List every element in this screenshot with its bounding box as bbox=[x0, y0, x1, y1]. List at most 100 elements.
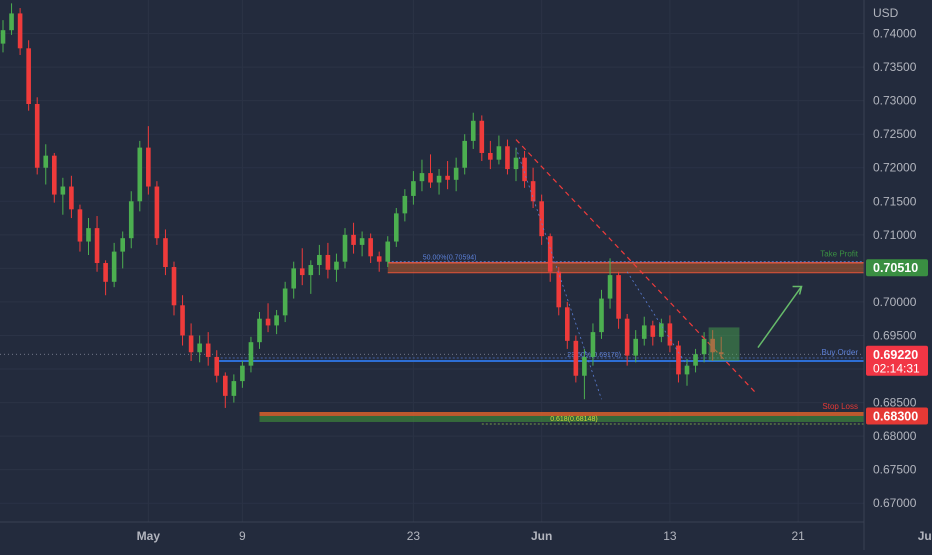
candle[interactable] bbox=[693, 348, 698, 373]
candle[interactable] bbox=[9, 3, 14, 35]
candle[interactable] bbox=[223, 372, 228, 408]
candle[interactable] bbox=[60, 177, 66, 215]
candle[interactable] bbox=[616, 271, 621, 329]
candle[interactable] bbox=[547, 233, 553, 282]
candle[interactable] bbox=[650, 320, 656, 346]
candle[interactable] bbox=[411, 171, 416, 205]
candle[interactable] bbox=[718, 336, 724, 359]
candle[interactable] bbox=[274, 309, 279, 335]
candle[interactable] bbox=[43, 144, 49, 185]
candle[interactable] bbox=[163, 229, 168, 276]
candle[interactable] bbox=[590, 323, 596, 366]
candle-body bbox=[599, 298, 604, 333]
candle[interactable] bbox=[111, 242, 117, 288]
candle[interactable] bbox=[376, 251, 382, 272]
candle[interactable] bbox=[436, 169, 442, 195]
candle[interactable] bbox=[69, 175, 74, 219]
candle[interactable] bbox=[659, 318, 664, 343]
candle[interactable] bbox=[505, 139, 510, 175]
candle[interactable] bbox=[86, 218, 91, 255]
candle[interactable] bbox=[180, 295, 185, 346]
time-axis[interactable]: May 9 23 Jun 13 21 Jul bbox=[137, 529, 932, 543]
price-axis[interactable]: USD 0.74000 0.73500 0.73000 0.72500 0.72000 0.… bbox=[873, 6, 917, 510]
candle[interactable] bbox=[453, 157, 459, 192]
price-tick-label: 0.69500 bbox=[873, 328, 917, 342]
candle[interactable] bbox=[197, 335, 202, 363]
candle[interactable] bbox=[128, 191, 134, 249]
candle[interactable] bbox=[419, 159, 425, 192]
candle[interactable] bbox=[240, 360, 245, 388]
candle-body bbox=[214, 356, 220, 376]
candle[interactable] bbox=[342, 228, 348, 269]
candle[interactable] bbox=[624, 314, 630, 366]
candle[interactable] bbox=[34, 97, 40, 175]
stop-loss-tag-bg bbox=[866, 407, 928, 425]
candle[interactable] bbox=[633, 330, 638, 363]
time-tick-label: May bbox=[137, 529, 161, 543]
candle[interactable] bbox=[359, 231, 365, 257]
candle[interactable] bbox=[77, 204, 83, 252]
candle-body bbox=[394, 213, 399, 242]
candle[interactable] bbox=[565, 301, 570, 349]
candle[interactable] bbox=[154, 181, 160, 245]
candle[interactable] bbox=[257, 311, 262, 349]
candle[interactable] bbox=[607, 258, 613, 309]
candle[interactable] bbox=[402, 189, 408, 222]
candle[interactable] bbox=[641, 316, 647, 346]
candle[interactable] bbox=[265, 303, 271, 333]
candle[interactable] bbox=[462, 134, 467, 175]
candle[interactable] bbox=[282, 281, 288, 323]
candle[interactable] bbox=[205, 332, 211, 366]
candles[interactable] bbox=[0, 3, 724, 408]
candle[interactable] bbox=[582, 348, 587, 400]
candle[interactable] bbox=[214, 350, 220, 383]
candle[interactable] bbox=[445, 161, 450, 190]
candle[interactable] bbox=[94, 216, 100, 272]
candle[interactable] bbox=[26, 40, 31, 111]
candle[interactable] bbox=[188, 323, 194, 361]
candle[interactable] bbox=[428, 154, 433, 188]
candle[interactable] bbox=[513, 147, 519, 182]
candle-body bbox=[351, 234, 356, 245]
candle[interactable] bbox=[385, 236, 391, 268]
candle[interactable] bbox=[17, 8, 23, 56]
candle[interactable] bbox=[0, 20, 6, 53]
candle[interactable] bbox=[334, 253, 339, 282]
candle[interactable] bbox=[394, 207, 399, 247]
candle[interactable] bbox=[120, 231, 125, 269]
candle[interactable] bbox=[701, 332, 707, 363]
candle[interactable] bbox=[248, 336, 254, 373]
candle[interactable] bbox=[530, 167, 536, 208]
candle[interactable] bbox=[522, 150, 527, 188]
candle-body bbox=[462, 140, 467, 168]
candle[interactable] bbox=[667, 315, 673, 353]
candle[interactable] bbox=[146, 126, 151, 195]
candle[interactable] bbox=[676, 340, 681, 383]
candle[interactable] bbox=[710, 330, 715, 361]
candle[interactable] bbox=[103, 260, 108, 296]
candle[interactable] bbox=[52, 152, 57, 203]
candle[interactable] bbox=[317, 244, 322, 276]
candle[interactable] bbox=[308, 260, 314, 294]
candle[interactable] bbox=[137, 140, 143, 212]
candle[interactable] bbox=[539, 194, 544, 245]
candle[interactable] bbox=[488, 140, 493, 170]
candle[interactable] bbox=[231, 374, 237, 403]
candle[interactable] bbox=[299, 248, 305, 286]
candle[interactable] bbox=[291, 261, 296, 299]
candle-body bbox=[69, 186, 74, 210]
candle[interactable] bbox=[171, 261, 177, 316]
candle[interactable] bbox=[556, 267, 562, 316]
candle[interactable] bbox=[368, 233, 373, 264]
candle[interactable] bbox=[496, 135, 502, 165]
candle[interactable] bbox=[573, 335, 579, 383]
candle[interactable] bbox=[479, 115, 485, 162]
candle-body bbox=[240, 365, 245, 382]
candle[interactable] bbox=[470, 112, 476, 149]
candle[interactable] bbox=[325, 242, 331, 279]
candle[interactable] bbox=[684, 358, 690, 386]
candle[interactable] bbox=[351, 222, 356, 254]
candle[interactable] bbox=[599, 289, 604, 339]
